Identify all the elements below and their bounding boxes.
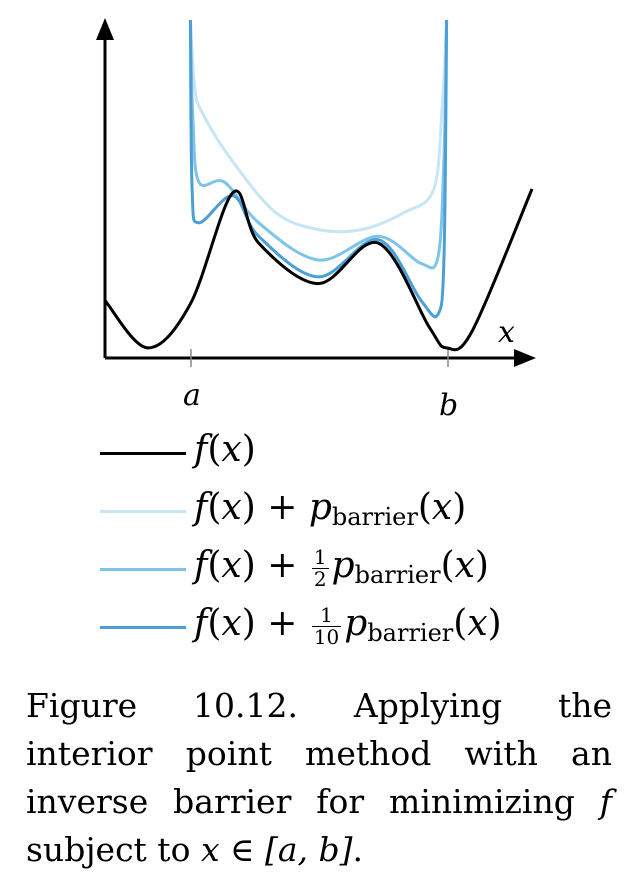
legend-swatch-half-barrier xyxy=(100,568,186,571)
series-layer xyxy=(103,19,534,352)
tick-label-b: b xyxy=(439,388,458,420)
legend-entry-f: f(x) xyxy=(100,425,630,483)
y-axis-arrow xyxy=(96,18,114,40)
legend-entry-barrier: f(x) + pbarrier(x) xyxy=(100,483,630,541)
series-half-barrier xyxy=(188,19,449,270)
chart-plot: a b x xyxy=(96,18,536,420)
series-tenth-barrier xyxy=(188,19,449,319)
legend-entry-half-barrier: f(x) + 1 2 pbarrier(x) xyxy=(100,541,630,599)
legend-label-half-barrier: f(x) + 1 2 pbarrier(x) xyxy=(194,545,489,591)
x-axis-label: x xyxy=(498,315,515,350)
legend-swatch-barrier xyxy=(100,510,186,513)
legend-label-tenth-barrier: f(x) + 1 10 pbarrier(x) xyxy=(194,603,502,649)
legend-label-f: f(x) xyxy=(194,429,256,470)
legend-entry-tenth-barrier: f(x) + 1 10 pbarrier(x) xyxy=(100,599,630,657)
tick-label-a: a xyxy=(183,378,201,413)
legend-swatch-tenth-barrier xyxy=(100,626,186,629)
legend: f(x) f(x) + pbarrier(x) f(x) + 1 2 pbarrie… xyxy=(100,425,630,657)
fraction-tenth: 1 10 xyxy=(311,603,342,649)
series-barrier xyxy=(188,19,449,234)
x-axis-arrow xyxy=(514,349,536,367)
legend-swatch-f xyxy=(100,452,186,455)
legend-label-barrier: f(x) + pbarrier(x) xyxy=(194,487,467,531)
series-f xyxy=(103,188,534,352)
figure-caption: Figure 10.12. Applying the interior poin… xyxy=(26,686,612,869)
